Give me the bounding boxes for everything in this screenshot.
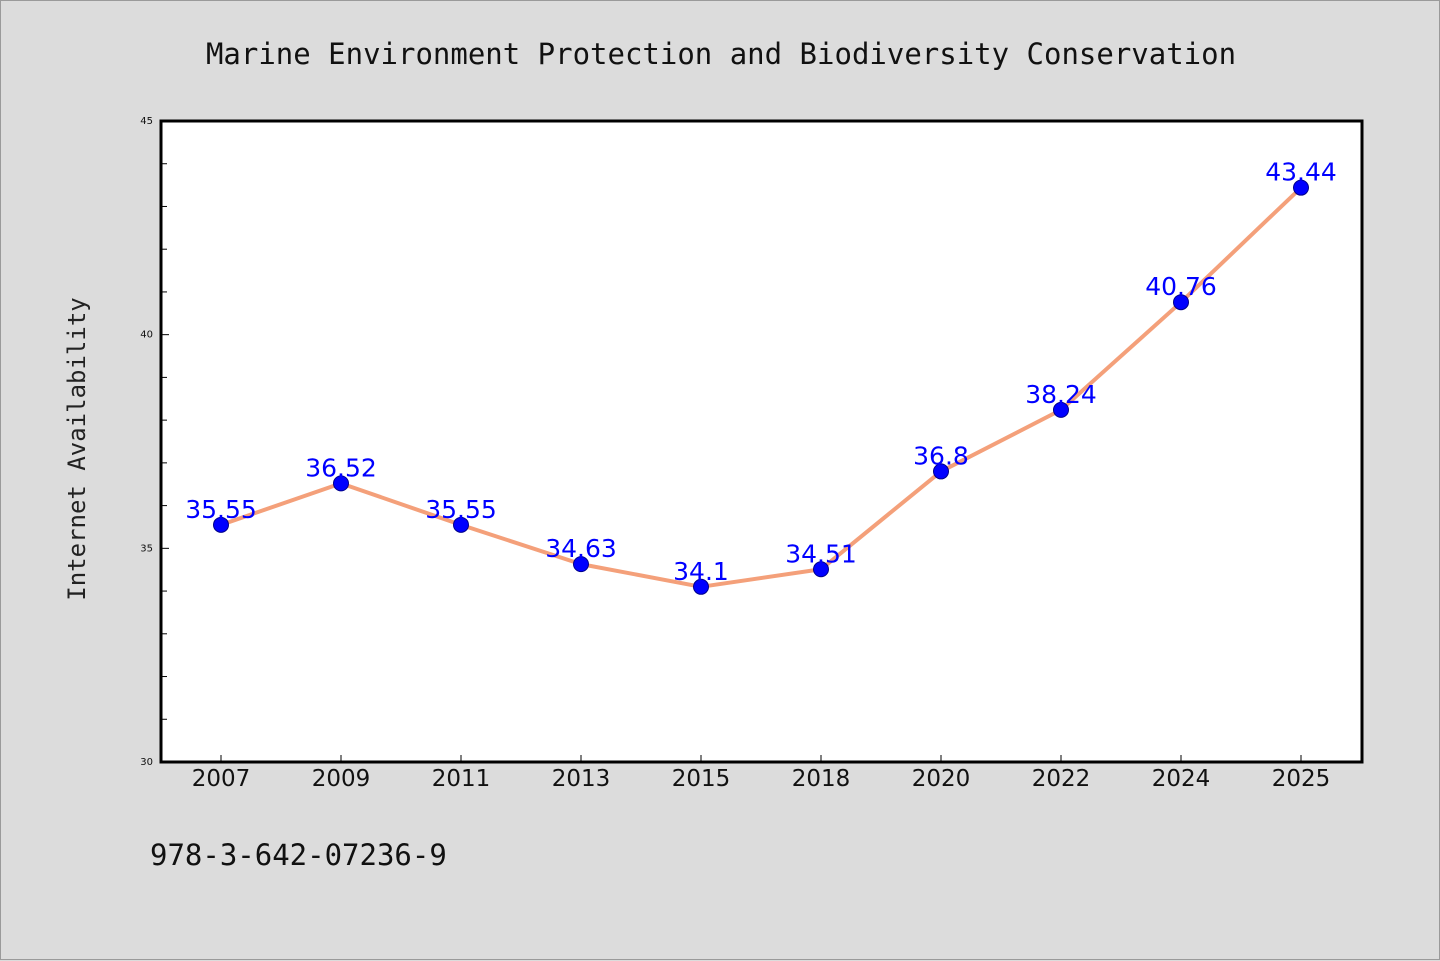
plot-area [159,119,1364,764]
data-label: 34.63 [545,534,617,563]
data-point [453,516,469,533]
data-labels: 35.55 36.52 35.55 34.63 34.1 34.51 36.8 38.24 40… [185,158,1337,586]
x-tick-label: 2013 [552,766,611,792]
y-tick-label: 45 [140,116,153,127]
chart-title: Marine Environment Protection and Biodiv… [206,37,1236,71]
x-tick-label: 2015 [672,766,731,792]
x-axis-ticks: 2007 2009 2011 2013 2015 2018 2020 2022 2024 2025 [192,755,1331,792]
x-tick-label: 2020 [912,766,971,792]
data-point [813,561,829,578]
x-tick-label: 2025 [1272,766,1331,792]
data-label: 38.24 [1025,380,1097,409]
data-label: 36.8 [913,441,969,470]
data-point [213,516,229,533]
footer-code: 978-3-642-07236-9 [150,838,447,872]
data-point [1173,294,1189,311]
x-tick-label: 2011 [432,766,491,792]
data-label: 34.1 [673,557,729,586]
y-axis-label: Internet Availability [63,297,91,600]
data-label: 35.55 [425,495,497,524]
data-point [1053,401,1069,418]
x-tick-label: 2024 [1152,766,1211,792]
x-tick-label: 2018 [792,766,851,792]
series-line [219,185,1303,589]
x-tick-label: 2007 [192,766,251,792]
y-tick-label: 30 [140,757,153,768]
data-point [573,556,589,573]
data-label: 36.52 [305,453,377,482]
x-tick-label: 2022 [1032,766,1091,792]
data-label: 43.44 [1265,158,1337,187]
data-point [333,475,349,492]
x-tick-label: 2009 [312,766,371,792]
series-layer [213,179,1309,595]
y-tick-label: 40 [140,330,153,341]
data-point [1293,179,1309,196]
y-axis-ticks: 30 35 40 45 [140,116,169,768]
data-point [693,578,709,595]
data-point [933,463,949,480]
data-label: 35.55 [185,495,257,524]
data-label: 40.76 [1145,272,1217,301]
y-tick-label: 35 [140,543,153,554]
data-label: 34.51 [785,539,857,568]
